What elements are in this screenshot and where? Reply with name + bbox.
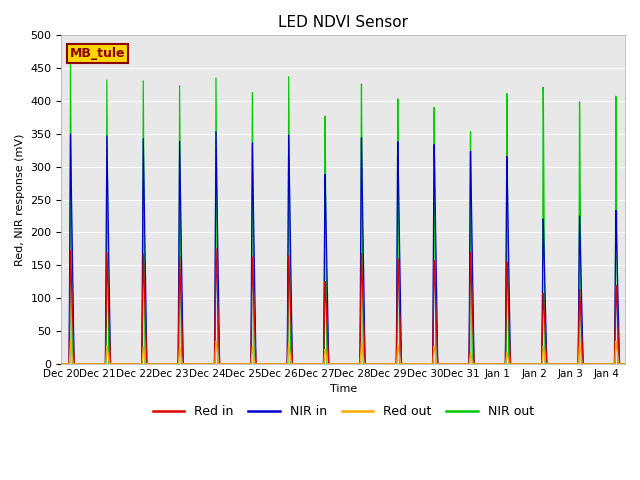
Title: LED NDVI Sensor: LED NDVI Sensor (278, 15, 408, 30)
Legend: Red in, NIR in, Red out, NIR out: Red in, NIR in, Red out, NIR out (148, 400, 539, 423)
X-axis label: Time: Time (330, 384, 357, 394)
Y-axis label: Red, NIR response (mV): Red, NIR response (mV) (15, 133, 25, 266)
Text: MB_tule: MB_tule (70, 47, 125, 60)
